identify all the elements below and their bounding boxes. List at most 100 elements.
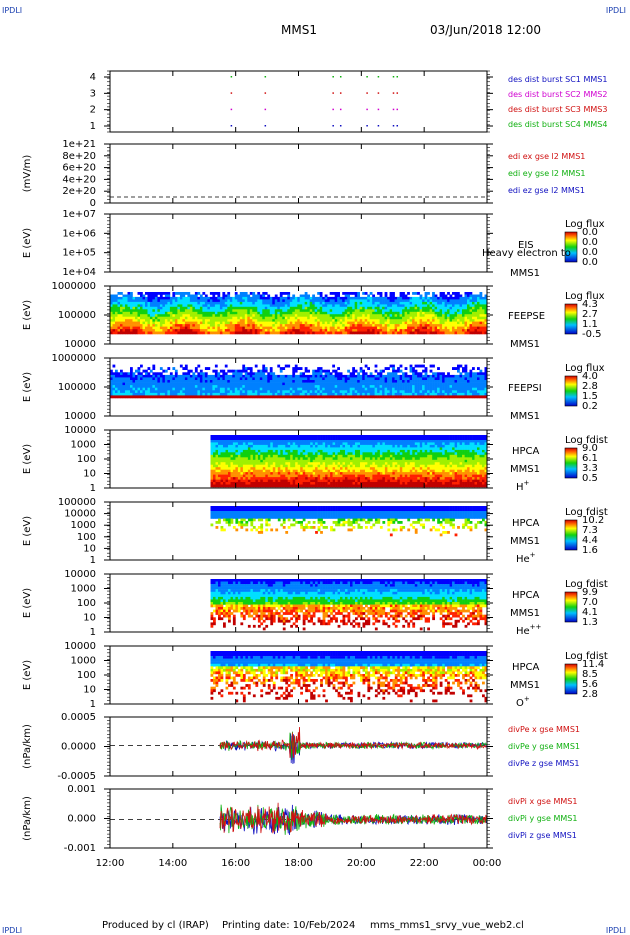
heatmap-cell: [258, 447, 261, 450]
heatmap-cell: [177, 314, 180, 317]
heatmap-cell: [320, 370, 323, 373]
heatmap-cell: [360, 375, 363, 378]
heatmap-cell: [445, 332, 448, 335]
heatmap-cell: [202, 297, 205, 300]
heatmap-cell: [332, 312, 335, 315]
heatmap-cell: [133, 317, 136, 320]
heatmap-cell: [440, 292, 443, 295]
heatmap-cell: [205, 327, 208, 330]
heatmap-cell: [235, 304, 238, 307]
heatmap-cell: [382, 319, 385, 322]
heatmap-cell: [252, 385, 255, 388]
heatmap-cell: [437, 314, 440, 317]
heatmap-cell: [435, 329, 438, 332]
heatmap-cell: [400, 370, 403, 373]
heatmap-cell: [260, 450, 263, 453]
heatmap-cell: [427, 377, 430, 380]
heatmap-cell: [367, 322, 370, 325]
heatmap-cell: [290, 457, 293, 460]
heatmap-cell: [242, 324, 245, 327]
heatmap-cell: [258, 442, 261, 445]
heatmap-cell: [272, 372, 275, 375]
heatmap-cell: [167, 319, 170, 322]
heatmap-cell: [207, 322, 210, 325]
heatmap-cell: [217, 297, 220, 300]
heatmap-cell: [205, 390, 208, 393]
heatmap-cell: [177, 388, 180, 391]
heatmap-cell: [187, 332, 190, 335]
heatmap-cell: [300, 312, 303, 315]
heatmap-cell: [248, 470, 251, 473]
heatmap-cell: [125, 385, 128, 388]
heatmap-cell: [297, 393, 300, 396]
heatmap-cell: [115, 329, 118, 332]
heatmap-cell: [385, 324, 388, 327]
heatmap-cell: [215, 365, 218, 368]
heatmap-cell: [367, 307, 370, 310]
heatmap-cell: [395, 395, 398, 398]
heatmap-cell: [235, 377, 238, 380]
heatmap-cell: [350, 324, 353, 327]
heatmap-cell: [217, 383, 220, 386]
heatmap-cell: [128, 312, 131, 315]
heatmap-cell: [372, 385, 375, 388]
heatmap-cell: [275, 457, 278, 460]
heatmap-cell: [355, 332, 358, 335]
heatmap-cell: [412, 380, 415, 383]
heatmap-cell: [435, 395, 438, 398]
heatmap-cell: [222, 329, 225, 332]
heatmap-cell: [427, 322, 430, 325]
heatmap-cell: [480, 312, 483, 315]
heatmap-cell: [482, 297, 485, 300]
heatmap-cell: [390, 302, 393, 305]
heatmap-cell: [205, 304, 208, 307]
heatmap-cell: [380, 327, 383, 330]
heatmap-cell: [270, 302, 273, 305]
heatmap-cell: [315, 462, 318, 465]
burst-marker: [340, 109, 342, 111]
heatmap-cell: [315, 467, 318, 470]
heatmap-cell: [235, 445, 238, 448]
heatmap-cell: [133, 327, 136, 330]
heatmap-cell: [157, 388, 160, 391]
heatmap-cell: [278, 485, 281, 488]
heatmap-cell: [170, 304, 173, 307]
heatmap-cell: [130, 393, 133, 396]
heatmap-cell: [237, 304, 240, 307]
heatmap-cell: [335, 388, 338, 391]
heatmap-cell: [213, 465, 216, 468]
heatmap-cell: [182, 367, 185, 370]
heatmap-cell: [247, 388, 250, 391]
heatmap-cell: [300, 322, 303, 325]
heatmap-cell: [150, 329, 153, 332]
heatmap-cell: [315, 322, 318, 325]
heatmap-cell: [118, 302, 121, 305]
heatmap-cell: [313, 440, 316, 443]
heatmap-cell: [222, 380, 225, 383]
heatmap-cell: [305, 322, 308, 325]
heatmap-cell: [235, 372, 238, 375]
heatmap-cell: [202, 377, 205, 380]
heatmap-cell: [247, 312, 250, 315]
heatmap-cell: [283, 452, 286, 455]
heatmap-cell: [422, 317, 425, 320]
heatmap-cell: [390, 388, 393, 391]
heatmap-cell: [367, 390, 370, 393]
heatmap-cell: [167, 395, 170, 398]
heatmap-cell: [262, 317, 265, 320]
heatmap-cell: [133, 383, 136, 386]
heatmap-cell: [442, 375, 445, 378]
heatmap-cell: [387, 367, 390, 370]
heatmap-cell: [172, 304, 175, 307]
heatmap-cell: [143, 319, 146, 322]
heatmap-cell: [148, 307, 151, 310]
heatmap-cell: [273, 465, 276, 468]
heatmap-cell: [313, 475, 316, 478]
heatmap-cell: [290, 440, 293, 443]
heatmap-cell: [225, 307, 228, 310]
heatmap-cell: [221, 457, 224, 460]
heatmap-cell: [235, 327, 238, 330]
heatmap-cell: [263, 472, 266, 475]
heatmap-cell: [123, 295, 126, 298]
heatmap-cell: [270, 385, 273, 388]
